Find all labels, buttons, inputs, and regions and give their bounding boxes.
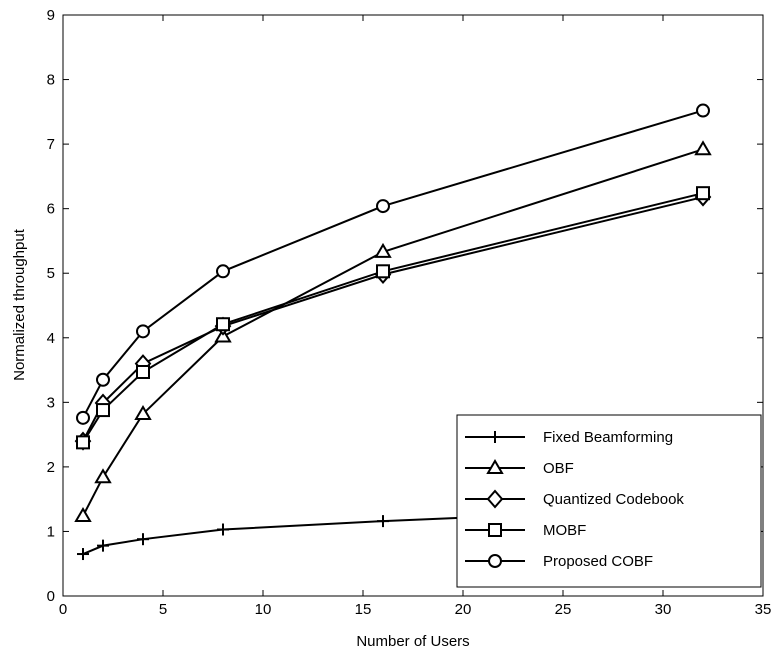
data-point xyxy=(76,435,90,450)
data-point xyxy=(96,403,110,418)
y-tick-label: 4 xyxy=(47,330,55,347)
legend-label: Fixed Beamforming xyxy=(543,429,673,446)
x-tick-label: 30 xyxy=(655,601,672,618)
data-point xyxy=(137,533,149,546)
data-point xyxy=(136,324,150,339)
data-point xyxy=(374,242,392,258)
x-tick-label: 15 xyxy=(355,601,372,618)
data-point xyxy=(134,404,152,420)
legend-marker xyxy=(486,489,504,509)
legend-label: MOBF xyxy=(543,522,586,539)
data-point xyxy=(97,539,109,552)
legend-entry: OBF xyxy=(465,459,574,477)
legend-label: Proposed COBF xyxy=(543,553,653,570)
series-line xyxy=(82,506,704,555)
data-point xyxy=(377,515,389,528)
plot-frame xyxy=(62,14,764,597)
legend-entry: Proposed COBF xyxy=(465,553,653,570)
x-tick-label: 35 xyxy=(755,601,772,618)
series-line xyxy=(82,192,704,443)
y-axis-label: Normalized throughput xyxy=(11,228,28,381)
x-tick-label: 25 xyxy=(555,601,572,618)
data-point xyxy=(77,548,89,561)
series-line xyxy=(82,196,704,442)
legend-marker xyxy=(489,431,501,443)
y-tick-label: 6 xyxy=(47,201,55,218)
legend-marker xyxy=(486,459,504,474)
axes: 0 5 10 15 20 25 30 35 0 1 2 3 4 5 6 7 8 9 xyxy=(47,7,772,618)
data-point xyxy=(76,410,90,425)
data-point xyxy=(696,186,710,201)
y-tick-label: 3 xyxy=(47,394,55,411)
legend-entry: Quantized Codebook xyxy=(465,489,684,509)
y-tick-label: 7 xyxy=(47,136,55,153)
legend: Fixed Beamforming OBF Quantized Codebook MO… xyxy=(456,414,762,588)
x-tick-label: 5 xyxy=(159,601,167,618)
y-tick-label: 8 xyxy=(47,72,55,89)
y-tick-label: 1 xyxy=(47,523,55,540)
data-point xyxy=(216,264,230,279)
series-quantized-codebook xyxy=(74,187,712,451)
data-point xyxy=(694,140,712,156)
data-point xyxy=(376,199,390,214)
y-tick-label: 5 xyxy=(47,265,55,282)
series-line xyxy=(82,109,704,419)
legend-entry: MOBF xyxy=(465,522,586,539)
y-tick-label: 9 xyxy=(47,7,55,24)
data-point xyxy=(696,103,710,118)
data-point xyxy=(376,264,390,279)
data-point xyxy=(216,317,230,332)
x-tick-label: 0 xyxy=(59,601,67,618)
series-proposed-cobf xyxy=(76,103,710,425)
series-obf xyxy=(74,140,712,522)
data-point xyxy=(96,372,110,387)
plot-area xyxy=(74,103,712,561)
data-point xyxy=(74,506,92,522)
x-tick-label: 20 xyxy=(455,601,472,618)
legend-label: Quantized Codebook xyxy=(543,491,684,508)
data-point xyxy=(94,468,112,484)
data-point xyxy=(217,523,229,536)
y-tick-label: 2 xyxy=(47,459,55,476)
y-tick-label: 0 xyxy=(47,588,55,605)
series-mobf xyxy=(76,186,710,450)
legend-label: OBF xyxy=(543,460,574,477)
legend-entry: Fixed Beamforming xyxy=(465,429,673,446)
legend-marker xyxy=(488,523,502,537)
legend-marker xyxy=(488,554,502,568)
legend-box xyxy=(456,414,762,588)
x-tick-label: 10 xyxy=(255,601,272,618)
series-line xyxy=(82,148,704,517)
data-point xyxy=(136,364,150,379)
x-axis-label: Number of Users xyxy=(356,633,469,650)
